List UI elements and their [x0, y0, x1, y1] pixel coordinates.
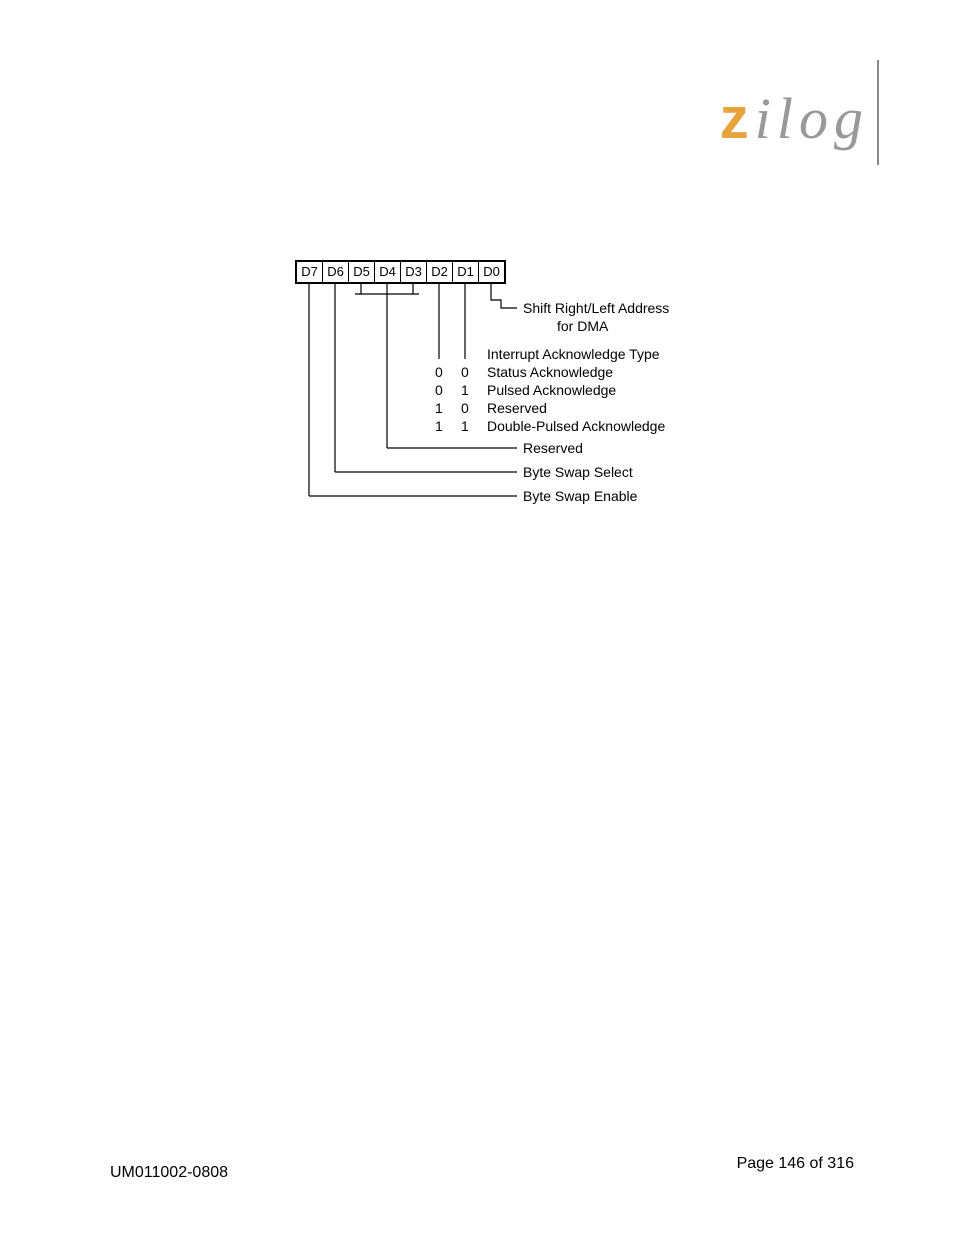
d0-label-line1: Shift Right/Left Address — [523, 300, 669, 316]
logo-z: z — [720, 86, 755, 151]
register-diagram: D7 D6 D5 D4 D3 D2 D1 D0 Shift Right/Left… — [295, 260, 855, 520]
d7-label: Byte Swap Enable — [523, 488, 637, 504]
d2d1-header: Interrupt Acknowledge Type — [487, 346, 660, 362]
tt-r2-desc: Reserved — [487, 400, 547, 416]
d0-label-line2: for DMA — [557, 318, 608, 334]
tt-r3-b2: 1 — [435, 418, 443, 434]
logo-rest: ilog — [755, 86, 869, 151]
tt-r1-b2: 0 — [435, 382, 443, 398]
tt-r1-b1: 1 — [461, 382, 469, 398]
tt-r2-b2: 1 — [435, 400, 443, 416]
tt-r1-desc: Pulsed Acknowledge — [487, 382, 616, 398]
tt-r2-b1: 0 — [461, 400, 469, 416]
footer-doc-id: UM011002-0808 — [110, 1164, 228, 1182]
tt-r0-b2: 0 — [435, 364, 443, 380]
d543-label: Reserved — [523, 440, 583, 456]
logo-divider — [877, 60, 879, 165]
tt-r3-b1: 1 — [461, 418, 469, 434]
footer-page-number: Page 146 of 316 — [737, 1155, 854, 1173]
tt-r0-desc: Status Acknowledge — [487, 364, 613, 380]
tt-r0-b1: 0 — [461, 364, 469, 380]
brand-logo: zilog — [720, 85, 869, 152]
d6-label: Byte Swap Select — [523, 464, 633, 480]
tt-r3-desc: Double-Pulsed Acknowledge — [487, 418, 665, 434]
